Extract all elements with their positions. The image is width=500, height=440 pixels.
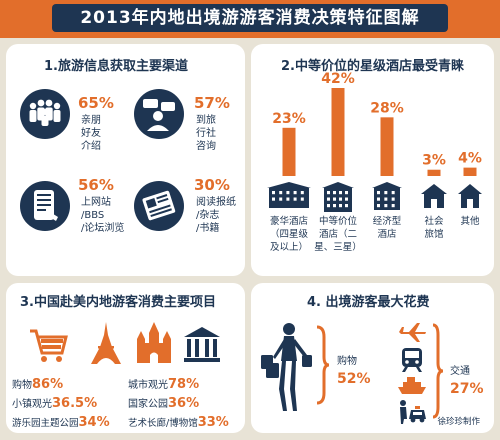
bar (463, 167, 477, 176)
panel-title: 2.中等价位的星级酒店最受青睐 (281, 59, 464, 74)
train-icon (402, 348, 422, 372)
panel-biggest-expense: 4. 出境游客最大花费 购物 52% (251, 283, 494, 433)
bar-value-label: 3% (422, 153, 446, 169)
panel-title: 1.旅游信息获取主要渠道 (44, 59, 188, 74)
transport-pct: 27% (450, 381, 484, 397)
panel-us-spending: 3.中国赴美内地游客消费主要项目 购物86% 城市观光78% 小镇观光36.5% (6, 283, 245, 433)
people-group-icon (20, 89, 70, 139)
budget-hotel-icon (372, 182, 402, 210)
agent-consult-icon (134, 89, 184, 139)
mid-hotel-icon (322, 182, 354, 212)
bar (427, 169, 441, 176)
spending-label: 游乐园主题公园 (12, 418, 79, 429)
spending-item: 城市观光78% (128, 373, 199, 392)
bar (380, 117, 394, 176)
spending-item: 游乐园主题公园34% (12, 411, 110, 430)
channel-pct: 30% (194, 176, 230, 194)
panel-info-channels: 1.旅游信息获取主要渠道 65% 亲朋 好友 介绍 (6, 44, 245, 276)
category-label: 酒店 (377, 228, 396, 240)
ship-icon (398, 377, 426, 394)
category-label: 旅馆 (424, 228, 443, 240)
tablet-web-icon (20, 181, 70, 231)
bar (282, 127, 296, 176)
spending-pct: 86% (32, 377, 64, 392)
category-label: 酒店（二 (319, 228, 357, 240)
channel-pct: 56% (78, 176, 114, 194)
bar-value-label: 23% (272, 111, 306, 127)
channel-label: 阅读报纸 /杂志 /书籍 (196, 197, 236, 234)
panel-hotel-preference: 2.中等价位的星级酒店最受青睐 23% 豪华酒店 （四星级 及以上） 42% 中等价位 酒店… (251, 44, 494, 276)
spending-label: 国家公园 (128, 399, 168, 410)
channel-label: 到旅 行社 咨询 (196, 115, 216, 152)
transport-label: 交通 (450, 366, 470, 377)
category-label: 经济型 (373, 215, 402, 227)
airplane-icon (399, 323, 426, 342)
spending-pct: 78% (168, 377, 200, 392)
spending-label: 城市观光 (128, 380, 168, 391)
category-label: （四星级 (270, 228, 309, 240)
credit: 徐珍珍制作 (437, 417, 480, 427)
eiffel-tower-icon (91, 322, 121, 364)
left-brace (316, 325, 330, 405)
spending-label: 购物 (12, 380, 32, 391)
category-label: 中等价位 (319, 215, 358, 227)
category-label: 豪华酒店 (270, 215, 308, 227)
shopping-cart-icon (30, 329, 68, 362)
bar (331, 88, 345, 176)
category-label: 其他 (460, 215, 480, 227)
channel-pct: 57% (194, 94, 230, 112)
spending-item: 艺术长廊/博物馆33% (128, 411, 229, 430)
inn-icon (421, 184, 447, 208)
spending-pct: 36% (168, 396, 200, 411)
spending-pct: 33% (197, 415, 229, 430)
page-title: 2013年内地出境游游客消费决策特征图解 (52, 4, 448, 32)
spending-pct: 34% (78, 415, 110, 430)
category-label: 及以上） (270, 241, 308, 253)
category-label: 社会 (424, 215, 444, 227)
bar-value-label: 42% (321, 71, 355, 87)
spending-item: 购物86% (12, 373, 63, 392)
channel-label: 亲朋 好友 介绍 (81, 115, 101, 152)
spending-pct: 36.5% (52, 396, 98, 411)
spending-label: 小镇观光 (12, 399, 52, 410)
shopping-label: 购物 (337, 356, 357, 367)
spending-item: 小镇观光36.5% (12, 392, 97, 411)
bar-value-label: 4% (458, 151, 482, 167)
museum-icon (184, 327, 220, 362)
other-house-icon (458, 184, 482, 208)
bar-value-label: 28% (370, 100, 404, 116)
spending-label: 艺术长廊/博物馆 (128, 418, 198, 429)
category-label: 星、三星） (314, 241, 362, 253)
right-brace (432, 323, 444, 419)
luxury-hotel-icon (267, 182, 311, 208)
shopping-pct: 52% (337, 371, 371, 387)
newspaper-icon (134, 181, 184, 231)
channel-label: 上网站 /BBS /论坛浏览 (81, 197, 125, 234)
panel-title: 4. 出境游客最大花费 (307, 295, 430, 310)
shopper-woman-icon (261, 323, 312, 411)
panel-title: 3.中国赴美内地游客消费主要项目 (20, 295, 216, 310)
taxi-icon (400, 400, 426, 424)
channel-pct: 65% (78, 94, 114, 112)
castle-icon (137, 322, 171, 363)
spending-item: 国家公园36% (128, 392, 199, 411)
